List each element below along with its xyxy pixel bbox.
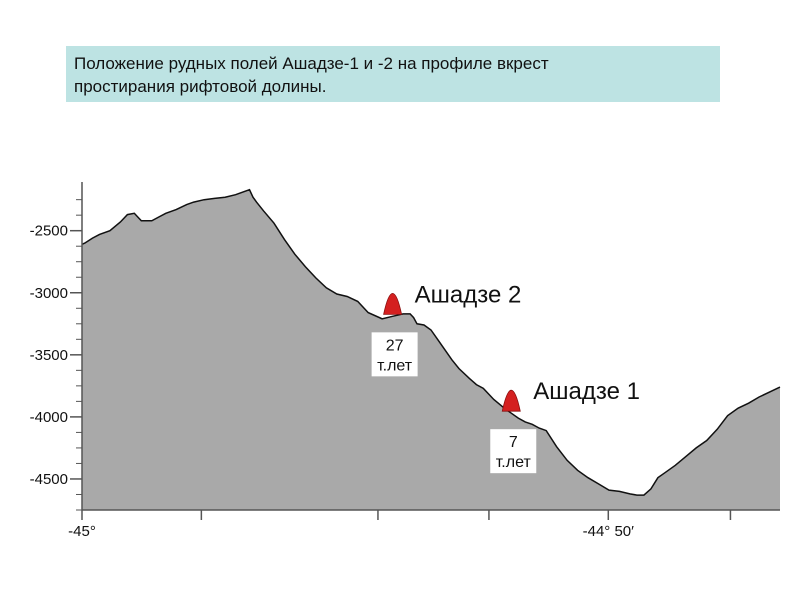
x-tick-label: -45° — [68, 523, 96, 540]
age-value: 7 — [509, 434, 518, 451]
chart-title-line-2: простирания рифтовой долины. — [74, 77, 327, 96]
y-tick-label: -3000 — [30, 285, 68, 302]
y-tick-label: -4000 — [30, 409, 68, 426]
vent-marker — [383, 292, 403, 315]
chart-title: Положение рудных полей Ашадзе-1 и -2 на … — [66, 46, 720, 102]
x-tick-label: -44° 50′ — [583, 523, 635, 540]
vent-marker — [501, 389, 521, 412]
chart-title-line-1: Положение рудных полей Ашадзе-1 и -2 на … — [74, 54, 549, 73]
age-box — [490, 429, 537, 474]
age-unit: т.лет — [377, 357, 413, 374]
site-label: Ашадзе 2 — [415, 281, 522, 308]
y-tick-label: -3500 — [30, 347, 68, 364]
y-tick-label: -4500 — [30, 471, 68, 488]
profile-area — [82, 189, 780, 510]
age-unit: т.лет — [496, 454, 532, 471]
profile-line — [81, 188, 781, 496]
age-box — [371, 332, 418, 377]
site-label: Ашадзе 1 — [533, 378, 640, 405]
y-tick-label: -2500 — [30, 223, 68, 240]
age-value: 27 — [386, 337, 404, 354]
